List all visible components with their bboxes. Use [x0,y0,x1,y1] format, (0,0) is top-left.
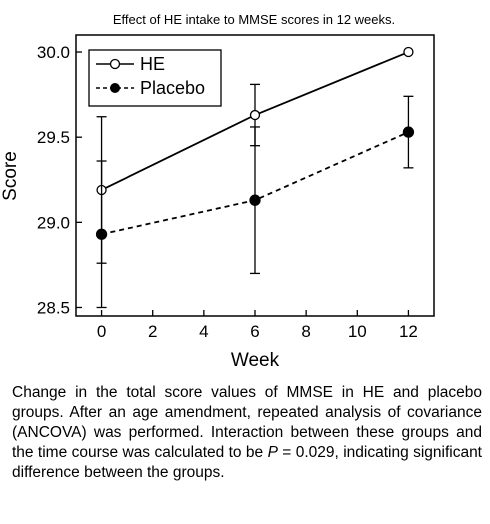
x-tick-label: 4 [199,322,208,341]
x-tick-label: 0 [97,322,106,341]
caption-text-before: Change in the total score values of MMSE… [12,384,482,461]
chart-title: Effect of HE intake to MMSE scores in 12… [113,12,395,27]
data-point-placebo [95,228,108,240]
line-chart: Effect of HE intake to MMSE scores in 12… [0,12,435,371]
legend-placebo-label: Placebo [140,78,205,98]
legend-he-marker [109,58,121,70]
x-tick-label: 10 [348,322,367,341]
x-axis-label: Week [231,350,280,371]
caption-p-symbol: P [267,444,278,461]
y-tick-label: 30.0 [37,43,70,62]
data-point-placebo [402,126,415,138]
legend: HE Placebo [88,49,222,107]
data-point-placebo [249,194,261,206]
x-tick-label: 2 [148,322,157,341]
legend-placebo-marker [110,83,120,93]
figure-caption: Change in the total score values of MMSE… [12,383,482,483]
legend-box [88,49,222,107]
x-tick-label: 6 [250,322,259,341]
data-point-he [403,46,414,58]
x-tick-label: 8 [301,322,310,341]
y-tick-label: 29.5 [37,128,70,147]
caption-text-after: = 0.029, indicating significant differen… [12,444,482,481]
x-tick-label: 12 [399,322,418,341]
y-tick-label: 28.5 [37,298,70,317]
series-layer [95,46,415,309]
axes: 0 2 4 6 8 10 12 28.5 29.0 29.5 30.0 [37,43,418,341]
y-axis-label: Score [0,151,21,201]
y-tick-label: 29.0 [37,213,70,232]
data-point-he [249,109,261,121]
legend-he-label: HE [140,54,165,74]
